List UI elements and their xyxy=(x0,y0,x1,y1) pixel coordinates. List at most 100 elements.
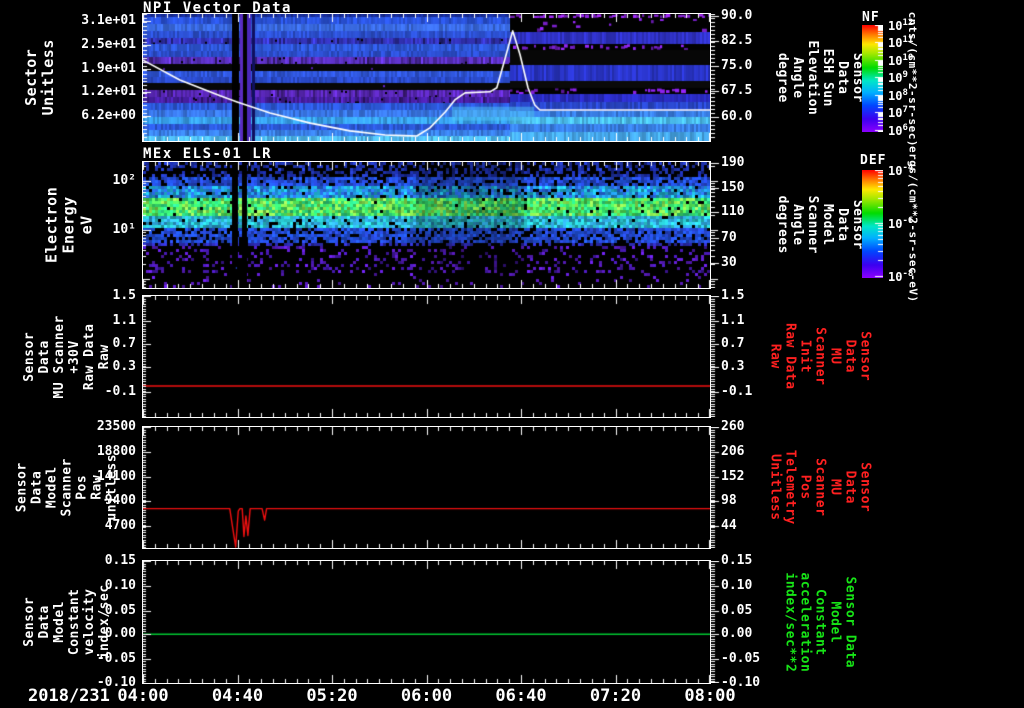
y-tick-label: 150 xyxy=(721,179,745,195)
y-tick-label: 44 xyxy=(721,517,737,533)
panel-model-constant-left-tick-labels: 0.15 0.10 0.05 0.00 -0.05 -0.10 xyxy=(60,553,138,690)
panel-mu-scanner-30v xyxy=(142,295,711,418)
y-tick-label: 98 xyxy=(721,493,737,509)
model-constant-velocity-plot-canvas xyxy=(143,561,710,683)
panel-model-scanner-pos xyxy=(142,426,711,549)
y-tick-label: 110 xyxy=(721,204,745,220)
colorbar-tick-label: 10-4 xyxy=(888,163,914,178)
y-tick-label: -0.1 xyxy=(104,383,136,399)
panel-els-right-axis-label: Sensor Data Model Scanner Angle degrees xyxy=(775,195,865,255)
y-tick-label: 30 xyxy=(721,255,737,271)
panel-mu-scanner-pos-right-axis-label: Sensor Data MU Scanner Pos Telemetry Uni… xyxy=(767,450,873,525)
y-tick-label: 0.15 xyxy=(721,553,753,568)
colorbar-tick-label: 106 xyxy=(888,122,908,138)
y-tick-label: 0.7 xyxy=(112,336,136,352)
y-tick-label: 67.5 xyxy=(721,82,753,98)
panel-npi-right-axis-label: Sensor Data ESH Sun Elevation Angle degr… xyxy=(775,40,865,115)
panel-mu-scanner-init-right-axis-label: Sensor Data MU Scanner Init Raw Data Raw xyxy=(767,323,873,390)
y-tick-label: 10¹ xyxy=(112,222,136,238)
colorbar-tick-label: 10-8 xyxy=(888,268,914,284)
y-tick-label: 60.0 xyxy=(721,108,753,124)
y-tick-label: 1.9e+01 xyxy=(81,60,136,76)
panel-els-right-tick-labels: 190 150 110 70 30 xyxy=(721,155,777,288)
panel-mu-scanner-pos-right-tick-labels: 260 206 152 98 44 xyxy=(721,419,777,548)
panel-model-scanner-pos-left-tick-labels: 23500 18800 14100 9400 4700 xyxy=(60,419,138,548)
def-colorbar-title: DEF xyxy=(860,153,887,168)
panel-model-constant-right-tick-strip xyxy=(711,561,720,683)
time-tick-label: 04:00 xyxy=(117,686,169,706)
y-tick-label: 1.1 xyxy=(721,313,745,329)
panel-els-title: MEx ELS-01 LR xyxy=(143,146,273,162)
y-tick-label: 190 xyxy=(721,155,745,171)
date-label: 2018/231 xyxy=(28,686,110,706)
y-tick-label: 23500 xyxy=(96,419,136,434)
y-tick-label: 0.05 xyxy=(721,603,753,619)
y-tick-label: 90.0 xyxy=(721,8,753,24)
panel-mu-scanner-30v-left-tick-labels: 1.5 1.1 0.7 0.3 -0.1 xyxy=(60,288,138,417)
colorbar-tick-label: 108 xyxy=(888,87,908,103)
y-tick-label: 10² xyxy=(112,173,136,189)
time-tick-label: 06:40 xyxy=(495,686,547,706)
panel-npi-left-tick-labels: 3.1e+01 2.5e+01 1.9e+01 1.2e+01 6.2e+00 xyxy=(60,13,138,141)
colorbar-tick-label: 1010 xyxy=(888,52,914,68)
y-tick-label: 0.7 xyxy=(721,336,745,352)
def-colorbar xyxy=(862,170,883,278)
y-tick-label: -0.05 xyxy=(96,650,136,666)
mu-scanner-30v-plot-canvas xyxy=(143,296,710,417)
y-tick-label: 1.5 xyxy=(112,288,136,303)
y-tick-label: 1.5 xyxy=(721,288,745,303)
panel-els-left-tick-labels: 10² 10¹ xyxy=(60,162,138,288)
y-tick-label: -0.10 xyxy=(721,675,761,690)
panel-npi-title: NPI Vector Data xyxy=(143,0,292,16)
nf-colorbar xyxy=(862,25,883,132)
time-tick-label: 08:00 xyxy=(684,686,736,706)
y-tick-label: -0.10 xyxy=(96,675,136,690)
colorbar-tick-label: 10-6 xyxy=(888,215,914,231)
y-tick-label: 1.1 xyxy=(112,313,136,329)
panel-npi-right-tick-strip xyxy=(711,14,720,141)
y-tick-label: 0.10 xyxy=(104,578,136,593)
y-tick-label: 0.00 xyxy=(721,625,753,641)
panel-els-right-tick-strip xyxy=(711,162,720,288)
colorbar-tick-label: 109 xyxy=(888,70,908,86)
colorbar-tick-label: 1012 xyxy=(888,18,914,33)
time-tick-label: 04:40 xyxy=(211,686,264,706)
panel-npi-vector-data xyxy=(142,13,711,142)
y-tick-label: 0.05 xyxy=(104,603,136,619)
y-tick-label: 14100 xyxy=(96,468,136,484)
panel-model-constant-velocity xyxy=(142,560,711,684)
y-tick-label: 0.00 xyxy=(104,625,136,641)
y-tick-label: 0.3 xyxy=(112,359,136,375)
model-scanner-pos-plot-canvas xyxy=(143,427,710,548)
y-tick-label: 82.5 xyxy=(721,33,753,49)
y-tick-label: 0.15 xyxy=(104,553,136,568)
y-tick-label: 152 xyxy=(721,468,745,484)
nf-colorbar-title: NF xyxy=(862,10,880,25)
y-tick-label: 206 xyxy=(721,444,745,460)
y-tick-label: 4700 xyxy=(104,517,136,533)
y-tick-label: 260 xyxy=(721,419,745,434)
time-tick-label: 06:00 xyxy=(400,686,453,706)
y-tick-label: 0.3 xyxy=(721,359,745,375)
y-tick-label: 3.1e+01 xyxy=(81,13,136,28)
npi-spectrogram-canvas xyxy=(143,14,710,141)
colorbar-tick-label: 107 xyxy=(888,105,908,121)
y-tick-label: 0.10 xyxy=(721,578,753,593)
y-tick-label: 70 xyxy=(721,229,737,245)
y-tick-label: -0.05 xyxy=(721,650,761,666)
y-tick-label: 1.2e+01 xyxy=(81,83,136,99)
els-spectrogram-canvas xyxy=(143,162,710,288)
time-tick-label: 05:20 xyxy=(306,686,358,706)
panel-npi-right-tick-labels: 90.0 82.5 75.0 67.5 60.0 xyxy=(721,8,777,141)
panel-model-constant-right-tick-labels: 0.15 0.10 0.05 0.00 -0.05 -0.10 xyxy=(721,553,777,690)
time-tick-label: 07:20 xyxy=(589,686,642,706)
y-tick-label: 18800 xyxy=(96,444,136,460)
y-tick-label: 2.5e+01 xyxy=(81,36,136,52)
panel-model-constant-right-axis-label: Sensor Data Model Constant acceleration … xyxy=(782,572,858,672)
y-tick-label: 75.0 xyxy=(721,57,753,73)
y-tick-label: 6.2e+00 xyxy=(81,107,136,123)
panel-mu-scanner-30v-right-tick-strip xyxy=(711,296,720,417)
y-tick-label: 9400 xyxy=(104,493,136,509)
colorbar-tick-label: 1011 xyxy=(888,35,914,51)
